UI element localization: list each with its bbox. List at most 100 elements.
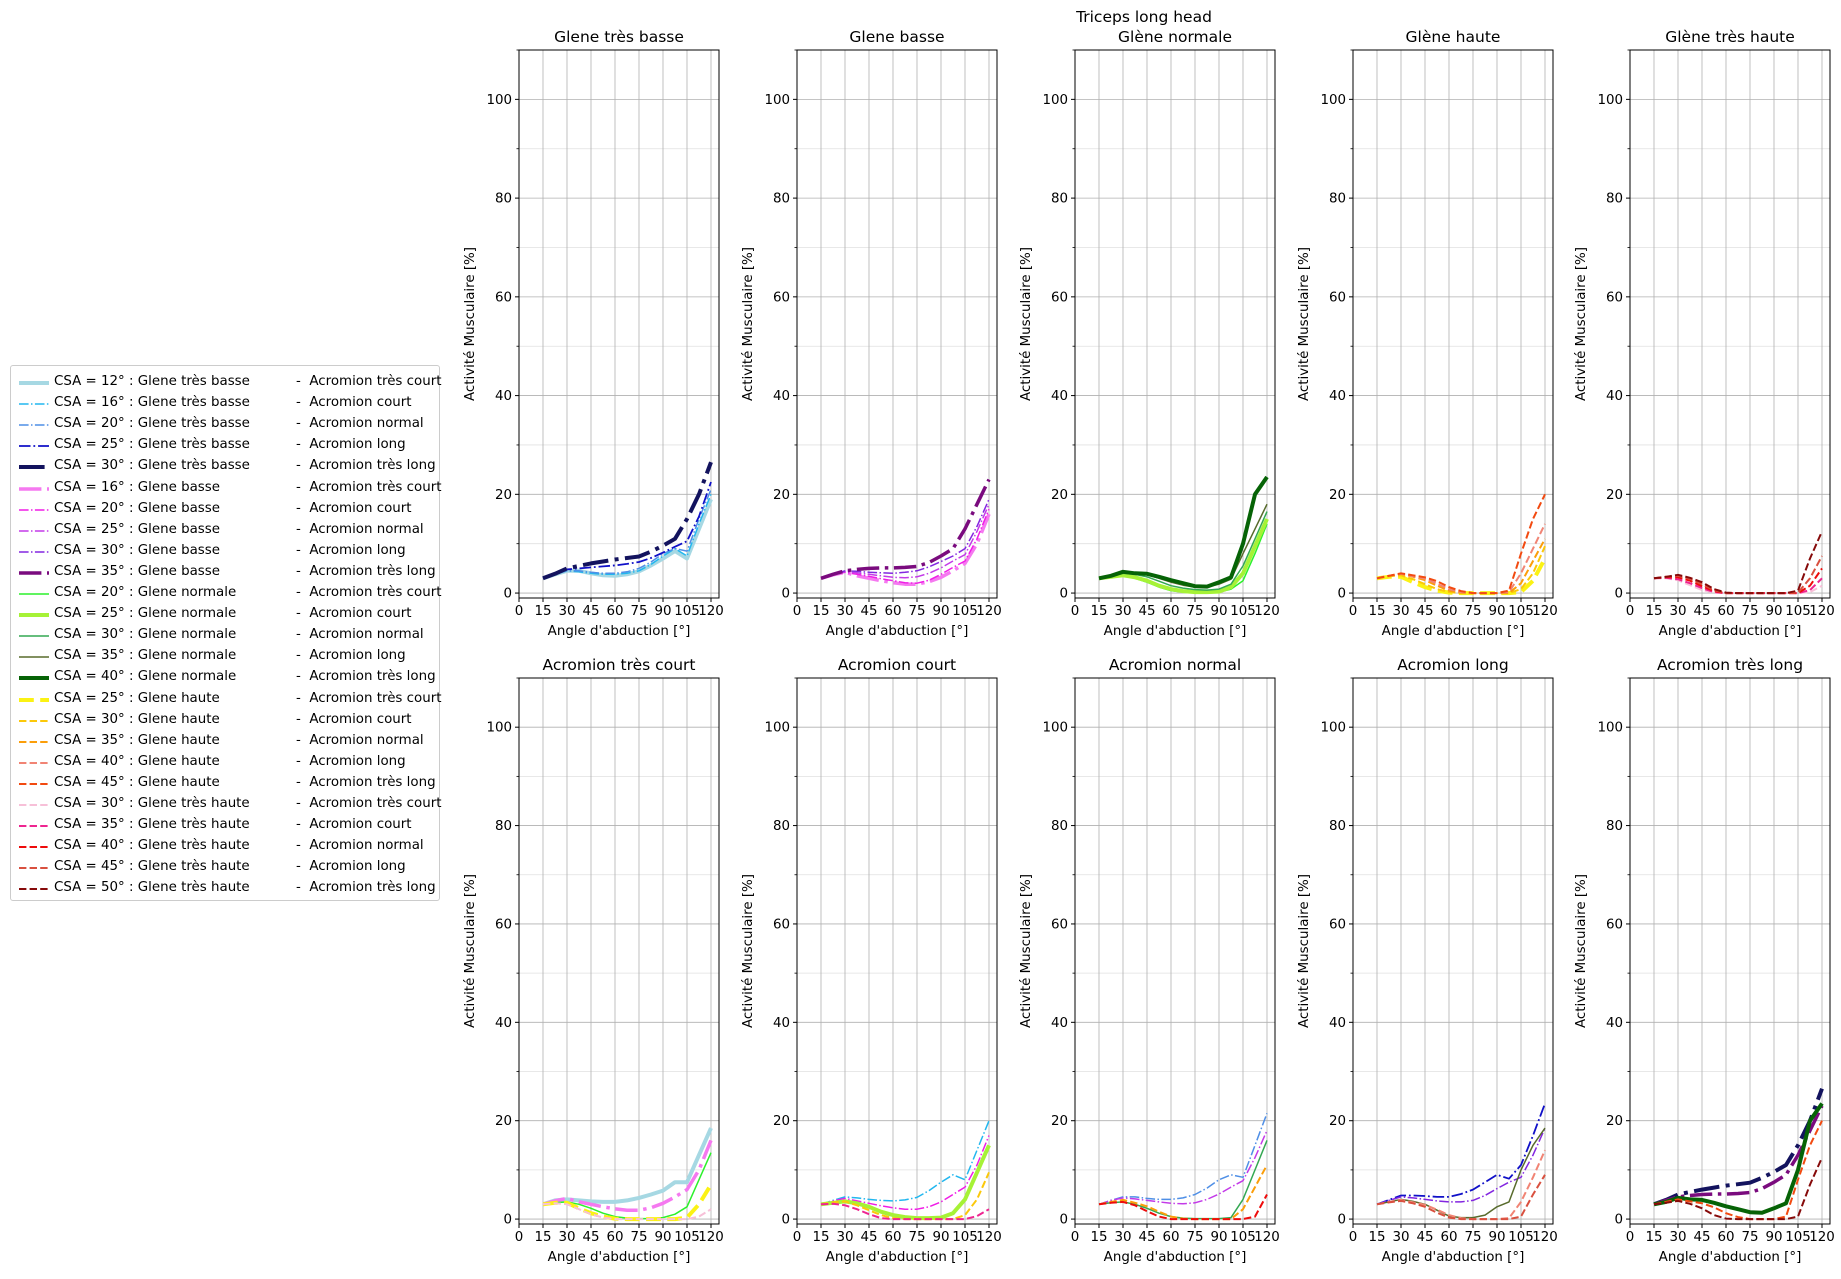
x-tick-label: 45 (1693, 604, 1710, 619)
x-tick-label: 75 (908, 604, 925, 619)
y-tick-label: 0 (781, 1213, 790, 1228)
x-tick-label: 30 (1114, 1230, 1131, 1245)
legend-acromion-label: - Acromion court (296, 711, 412, 727)
y-tick-label: 40 (1329, 389, 1346, 404)
legend-acromion-label: - Acromion court (296, 395, 412, 411)
subplot-title: Glène haute (1406, 28, 1501, 46)
y-tick-label: 60 (1051, 290, 1068, 305)
x-tick-label: 0 (515, 604, 524, 619)
y-tick-label: 0 (1059, 587, 1068, 602)
y-tick-label: 20 (495, 1114, 512, 1129)
legend-entry: CSA = 20° : Glene normale - Acromion très… (11, 583, 441, 604)
legend-entry: CSA = 25° : Glene basse - Acromion normal (11, 520, 439, 541)
legend-entry: CSA = 40° : Glene très haute - Acromion n… (11, 836, 439, 857)
subplot-title: Glene très basse (554, 28, 684, 46)
x-tick-label: 105 (1230, 604, 1256, 619)
x-tick-label: 30 (1392, 1230, 1409, 1245)
legend-swatch (19, 804, 49, 806)
legend-entry: CSA = 25° : Glene normale - Acromion cour… (11, 604, 439, 625)
x-axis-label: Angle d'abduction [°] (826, 1250, 969, 1265)
legend-entry: CSA = 35° : Glene haute - Acromion normal (11, 731, 439, 752)
y-tick-label: 80 (1606, 192, 1623, 207)
x-axis-label: Angle d'abduction [°] (1382, 624, 1525, 639)
legend-acromion-label: - Acromion long (296, 437, 406, 453)
legend-entry: CSA = 45° : Glene haute - Acromion très l… (11, 773, 439, 794)
x-tick-label: 60 (1162, 1230, 1179, 1245)
axes-frame (796, 49, 998, 599)
x-tick-label: 90 (932, 1230, 949, 1245)
series-line (1376, 493, 1546, 595)
legend-label: CSA = 16° : Glene très basse (54, 395, 250, 411)
legend-swatch (19, 888, 49, 891)
legend-acromion-label: - Acromion court (296, 606, 412, 622)
legend-acromion-label: - Acromion normal (296, 416, 424, 432)
legend-label: CSA = 45° : Glene haute (54, 774, 220, 790)
x-tick-label: 30 (1669, 1230, 1686, 1245)
x-tick-label: 120 (976, 1230, 1002, 1245)
subplot-title: Glène très haute (1665, 28, 1795, 46)
x-tick-label: 120 (698, 1230, 724, 1245)
x-tick-label: 0 (1626, 604, 1635, 619)
y-tick-label: 60 (495, 290, 512, 305)
x-tick-label: 15 (1645, 1230, 1662, 1245)
x-tick-label: 60 (1717, 604, 1734, 619)
x-tick-label: 105 (1785, 1230, 1811, 1245)
legend-acromion-label: - Acromion très court (296, 690, 442, 706)
series-line (542, 481, 712, 580)
x-tick-label: 60 (1440, 604, 1457, 619)
series-line (1098, 1113, 1268, 1206)
legend-swatch (19, 403, 49, 405)
legend-label: CSA = 40° : Glene haute (54, 753, 220, 769)
y-tick-label: 0 (1059, 1213, 1068, 1228)
x-tick-label: 60 (606, 1230, 623, 1245)
x-tick-label: 75 (1464, 1230, 1481, 1245)
x-tick-label: 75 (630, 604, 647, 619)
x-tick-label: 90 (1210, 604, 1227, 619)
x-tick-label: 60 (884, 604, 901, 619)
x-axis-label: Angle d'abduction [°] (1104, 624, 1247, 639)
axes-frame (1629, 49, 1831, 599)
legend-swatch (19, 846, 49, 849)
y-tick-label: 80 (1051, 819, 1068, 834)
x-tick-label: 15 (1368, 604, 1385, 619)
x-tick-label: 90 (654, 1230, 671, 1245)
x-tick-label: 75 (908, 1230, 925, 1245)
x-tick-label: 0 (515, 1230, 524, 1245)
x-tick-label: 90 (932, 604, 949, 619)
series-line (1653, 530, 1823, 595)
legend-swatch (19, 697, 49, 702)
x-tick-label: 75 (1186, 1230, 1203, 1245)
legend-swatch (19, 551, 49, 553)
y-axis-label: Activité Musculaire [%] (1296, 247, 1312, 401)
legend-label: CSA = 40° : Glene normale (54, 669, 237, 685)
y-tick-label: 100 (486, 721, 512, 736)
legend-swatch (19, 529, 49, 532)
y-axis-label: Activité Musculaire [%] (1573, 874, 1589, 1028)
legend-label: CSA = 40° : Glene très haute (54, 838, 250, 854)
x-axis-label: Angle d'abduction [°] (826, 624, 969, 639)
legend-entry: CSA = 16° : Glene très basse - Acromion c… (11, 393, 439, 414)
series-line (1376, 1149, 1546, 1221)
legend-swatch (19, 656, 49, 659)
legend-swatch (19, 465, 49, 470)
axes-frame (518, 49, 720, 599)
y-tick-label: 100 (1597, 721, 1623, 736)
y-tick-label: 60 (1329, 290, 1346, 305)
y-tick-label: 100 (1320, 721, 1346, 736)
y-tick-label: 80 (773, 192, 790, 207)
x-tick-label: 120 (1532, 1230, 1558, 1245)
y-tick-label: 80 (1329, 192, 1346, 207)
series-line (1098, 518, 1269, 595)
legend-swatch (19, 635, 49, 637)
x-tick-label: 105 (1508, 1230, 1534, 1245)
y-axis-label: Activité Musculaire [%] (462, 874, 478, 1028)
x-tick-label: 30 (836, 604, 853, 619)
legend-acromion-label: - Acromion court (296, 500, 412, 516)
axes-frame (1352, 49, 1554, 599)
legend-swatch (19, 508, 49, 511)
series-line (820, 508, 990, 584)
